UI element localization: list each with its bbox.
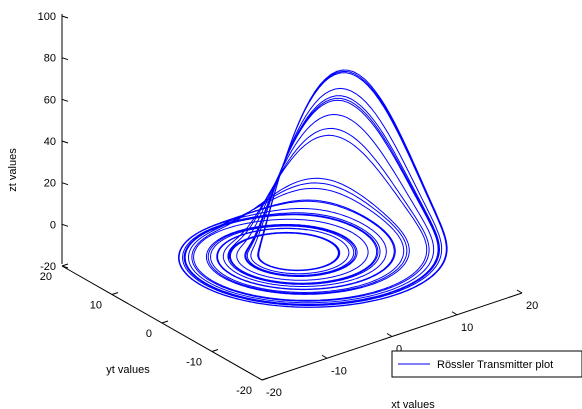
y-tick-mark [111, 292, 119, 295]
z-tick-label: 100 [38, 11, 56, 23]
x-tick-label: 10 [461, 322, 473, 334]
x-tick-mark [256, 376, 263, 381]
y-tick-mark [161, 320, 169, 324]
z-tick-mark [61, 223, 69, 227]
rossler-attractor-line [177, 69, 448, 308]
z-tick-label: 60 [44, 94, 56, 106]
z-tick-mark [61, 57, 69, 61]
x-tick-label: 20 [526, 300, 538, 312]
x-tick-mark [321, 354, 328, 359]
y-tick-mark [61, 263, 69, 267]
y-tick-mark [261, 377, 269, 381]
y-tick-mark [211, 349, 219, 352]
z-tick-label: 0 [50, 219, 56, 231]
z-tick-mark [61, 98, 69, 102]
z-tick-label: 20 [44, 178, 56, 190]
z-tick-label: -20 [40, 261, 56, 273]
y-tick-label: -20 [236, 385, 252, 397]
z-tick-label: 80 [44, 53, 56, 65]
x-ticks: -20 -10 0 10 20 [256, 289, 538, 399]
y-tick-label: 0 [146, 328, 152, 340]
z-tick-mark [61, 140, 69, 144]
x-tick-mark [451, 311, 458, 316]
z-tick-mark [61, 182, 69, 186]
x-tick-mark [516, 289, 523, 294]
y-ticks: -20 -10 0 10 20 [40, 263, 269, 397]
z-tick-label: 40 [44, 136, 56, 148]
x-tick-label: -20 [266, 387, 282, 399]
x-tick-mark [386, 333, 393, 337]
z-tick-mark [61, 15, 69, 19]
y-axis-label: yt values [106, 364, 150, 376]
y-tick-label: -10 [186, 357, 202, 369]
z-axis-label: zt values [7, 148, 19, 192]
x-tick-label: -10 [331, 365, 347, 377]
legend: Rössler Transmitter plot [391, 350, 582, 378]
x-axis-label: xt values [391, 399, 435, 409]
legend-entry: Rössler Transmitter plot [437, 359, 553, 371]
x-tick-label: 0 [396, 344, 402, 356]
z-tick-mark [61, 265, 69, 269]
y-tick-label: 20 [40, 271, 52, 283]
z-ticks: -20 0 20 40 60 80 100 [38, 11, 69, 273]
y-tick-label: 10 [90, 300, 102, 312]
